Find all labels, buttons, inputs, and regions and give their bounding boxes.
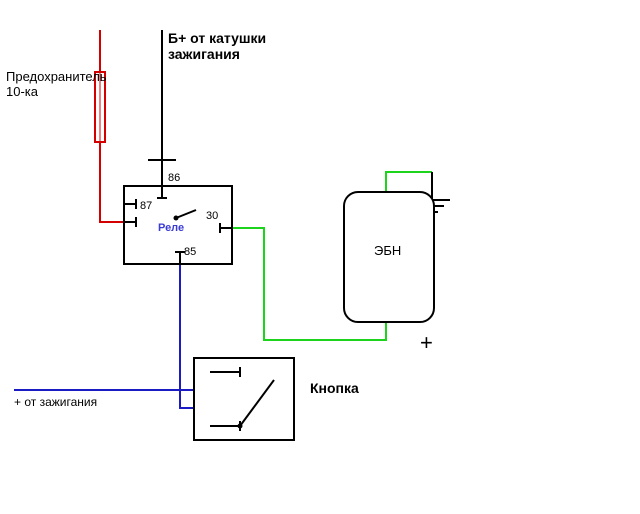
wire-ebn-top: [386, 172, 432, 192]
button-pivot: [238, 424, 243, 429]
pin-86: 86: [168, 172, 180, 185]
wire-85-to-button: [180, 264, 194, 408]
label-relay: Реле: [158, 222, 184, 235]
button-box: [194, 358, 294, 440]
pin-30: 30: [206, 210, 218, 223]
pin-87: 87: [140, 200, 152, 213]
label-plus: +: [420, 330, 433, 355]
label-fuse: Предохранитель 10-ка: [6, 70, 107, 100]
label-button: Кнопка: [310, 380, 359, 396]
label-from-ign: + от зажигания: [14, 396, 97, 410]
label-b-plus: Б+ от катушки зажигания: [168, 30, 266, 62]
pin-85: 85: [184, 246, 196, 259]
label-ebn: ЭБН: [374, 244, 401, 259]
